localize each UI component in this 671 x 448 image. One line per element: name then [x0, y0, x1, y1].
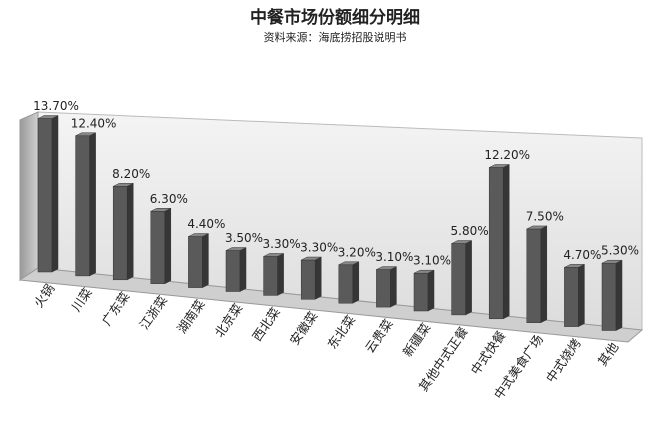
value-label: 3.10% — [375, 250, 413, 264]
bar — [150, 211, 166, 284]
bar-side — [202, 233, 209, 289]
bar — [488, 167, 504, 320]
value-label: 3.30% — [300, 241, 338, 255]
category-label: 江浙菜 — [136, 292, 170, 332]
value-label: 4.40% — [187, 217, 225, 231]
bar-side — [502, 164, 510, 320]
category-label: 湖南菜 — [174, 296, 208, 336]
bar-top — [188, 233, 209, 237]
bar — [188, 236, 203, 288]
bar-side — [277, 253, 284, 296]
bar-top — [263, 253, 284, 257]
bar-side — [239, 247, 247, 292]
bar-top — [338, 261, 359, 266]
bar-side — [427, 269, 435, 312]
bar-top — [75, 132, 96, 137]
value-label: 3.20% — [338, 245, 376, 259]
bar-top — [150, 208, 171, 212]
value-label: 3.10% — [413, 254, 451, 268]
bar-side — [390, 266, 397, 308]
category-label: 火锅 — [31, 281, 58, 310]
chart-subtitle: 资料来源：海底捞招股说明书 — [264, 30, 407, 44]
bar — [376, 269, 391, 308]
bar — [526, 228, 542, 323]
category-label: 广东菜 — [99, 289, 133, 329]
category-label: 北京菜 — [212, 300, 246, 340]
bar — [75, 135, 90, 277]
bar — [263, 256, 278, 296]
bar — [225, 250, 241, 292]
bar-side — [89, 132, 96, 277]
bar-top — [225, 247, 247, 251]
bar-top — [601, 259, 623, 264]
bar-side — [314, 256, 322, 300]
bar-top — [526, 225, 547, 230]
bar-side — [615, 259, 623, 331]
bar-top — [376, 266, 397, 270]
bar-top — [564, 264, 585, 268]
value-label: 12.40% — [71, 116, 117, 130]
bar — [37, 118, 53, 273]
bar-side — [578, 263, 585, 328]
category-label: 川菜 — [68, 285, 95, 314]
value-label: 12.20% — [484, 148, 530, 162]
bar-top — [113, 183, 134, 187]
bar — [300, 259, 316, 300]
value-label: 4.70% — [563, 248, 601, 262]
value-label: 8.20% — [112, 167, 150, 181]
bar — [112, 186, 128, 281]
bar — [451, 243, 466, 316]
category-label: 安徽菜 — [287, 308, 321, 348]
bar-side — [126, 182, 134, 281]
bar — [338, 264, 354, 304]
category-label: 云贵菜 — [362, 316, 396, 356]
bar-top — [301, 256, 322, 261]
bar-top — [489, 164, 510, 168]
bar-side — [51, 115, 59, 273]
value-label: 5.80% — [451, 224, 489, 238]
value-label: 3.50% — [225, 231, 263, 245]
bar-side — [352, 261, 360, 304]
bar-side — [540, 225, 548, 324]
side-wall — [19, 111, 39, 281]
category-label: 中式烧烤 — [543, 336, 584, 386]
floor — [18, 267, 644, 343]
bar — [564, 267, 579, 327]
value-label: 7.50% — [526, 209, 564, 223]
bar-side — [465, 240, 472, 316]
category-label: 西北菜 — [249, 304, 283, 344]
category-label: 东北菜 — [324, 312, 358, 352]
bar-side — [164, 207, 172, 285]
bar — [601, 262, 617, 331]
value-label: 5.30% — [601, 244, 639, 258]
value-label: 3.30% — [263, 237, 301, 251]
chart-title: 中餐市场份额细分明细 — [250, 7, 420, 28]
value-label: 6.30% — [150, 192, 188, 206]
bar — [413, 272, 429, 312]
category-label: 其他 — [595, 339, 622, 368]
bar-top — [37, 115, 59, 119]
bar-top — [413, 269, 435, 274]
category-label: 新疆菜 — [400, 320, 434, 360]
category-label: 中式快餐 — [468, 328, 509, 378]
bar-top — [451, 240, 472, 244]
value-label: 13.70% — [33, 99, 79, 113]
